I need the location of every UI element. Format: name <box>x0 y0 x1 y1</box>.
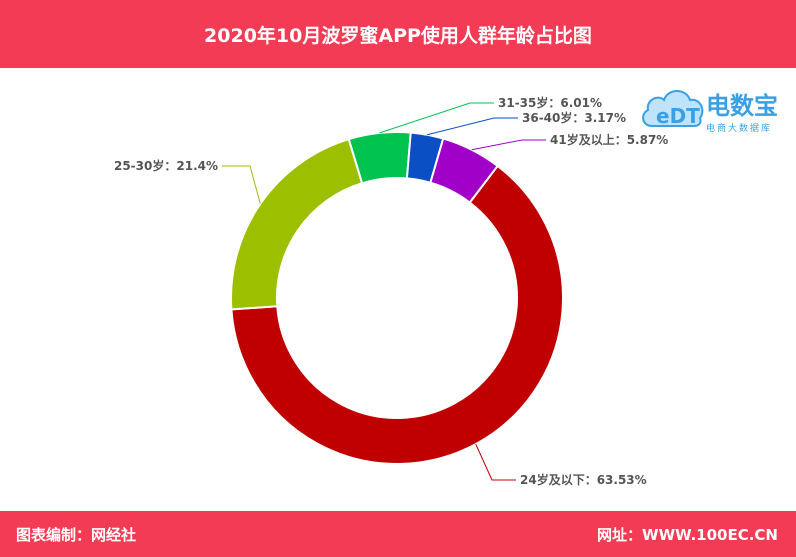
label-24-under: 24岁及以下：63.53% <box>520 472 647 487</box>
label-36-40: 36-40岁：3.17% <box>522 110 626 125</box>
leader-line <box>427 117 518 136</box>
label-25-30: 25-30岁：21.4% <box>114 158 218 173</box>
logo-tagline: 电商大数据库 <box>706 124 773 134</box>
leader-line <box>475 443 516 481</box>
cloud-logo-icon: eDT <box>642 90 704 128</box>
logo-name: 电数宝 <box>706 92 778 120</box>
slice-25-30 <box>230 137 364 311</box>
label-41-over: 41岁及以上：5.87% <box>550 132 668 147</box>
leader-line <box>222 165 261 204</box>
label-31-35: 31-35岁：6.01% <box>498 95 602 110</box>
chart-title: 2020年10月波罗蜜APP使用人群年龄占比图 <box>0 0 796 68</box>
footer-website: 网址：WWW.100EC.CN <box>597 526 778 544</box>
footer: 图表编制：网经社 网址：WWW.100EC.CN <box>0 511 796 557</box>
footer-source: 图表编制：网经社 <box>16 526 137 544</box>
slice-24-under <box>230 164 564 465</box>
logo-mark: eDT <box>656 104 700 128</box>
leader-line <box>379 102 494 134</box>
leader-line <box>471 139 546 151</box>
slice-41-over <box>429 137 499 204</box>
